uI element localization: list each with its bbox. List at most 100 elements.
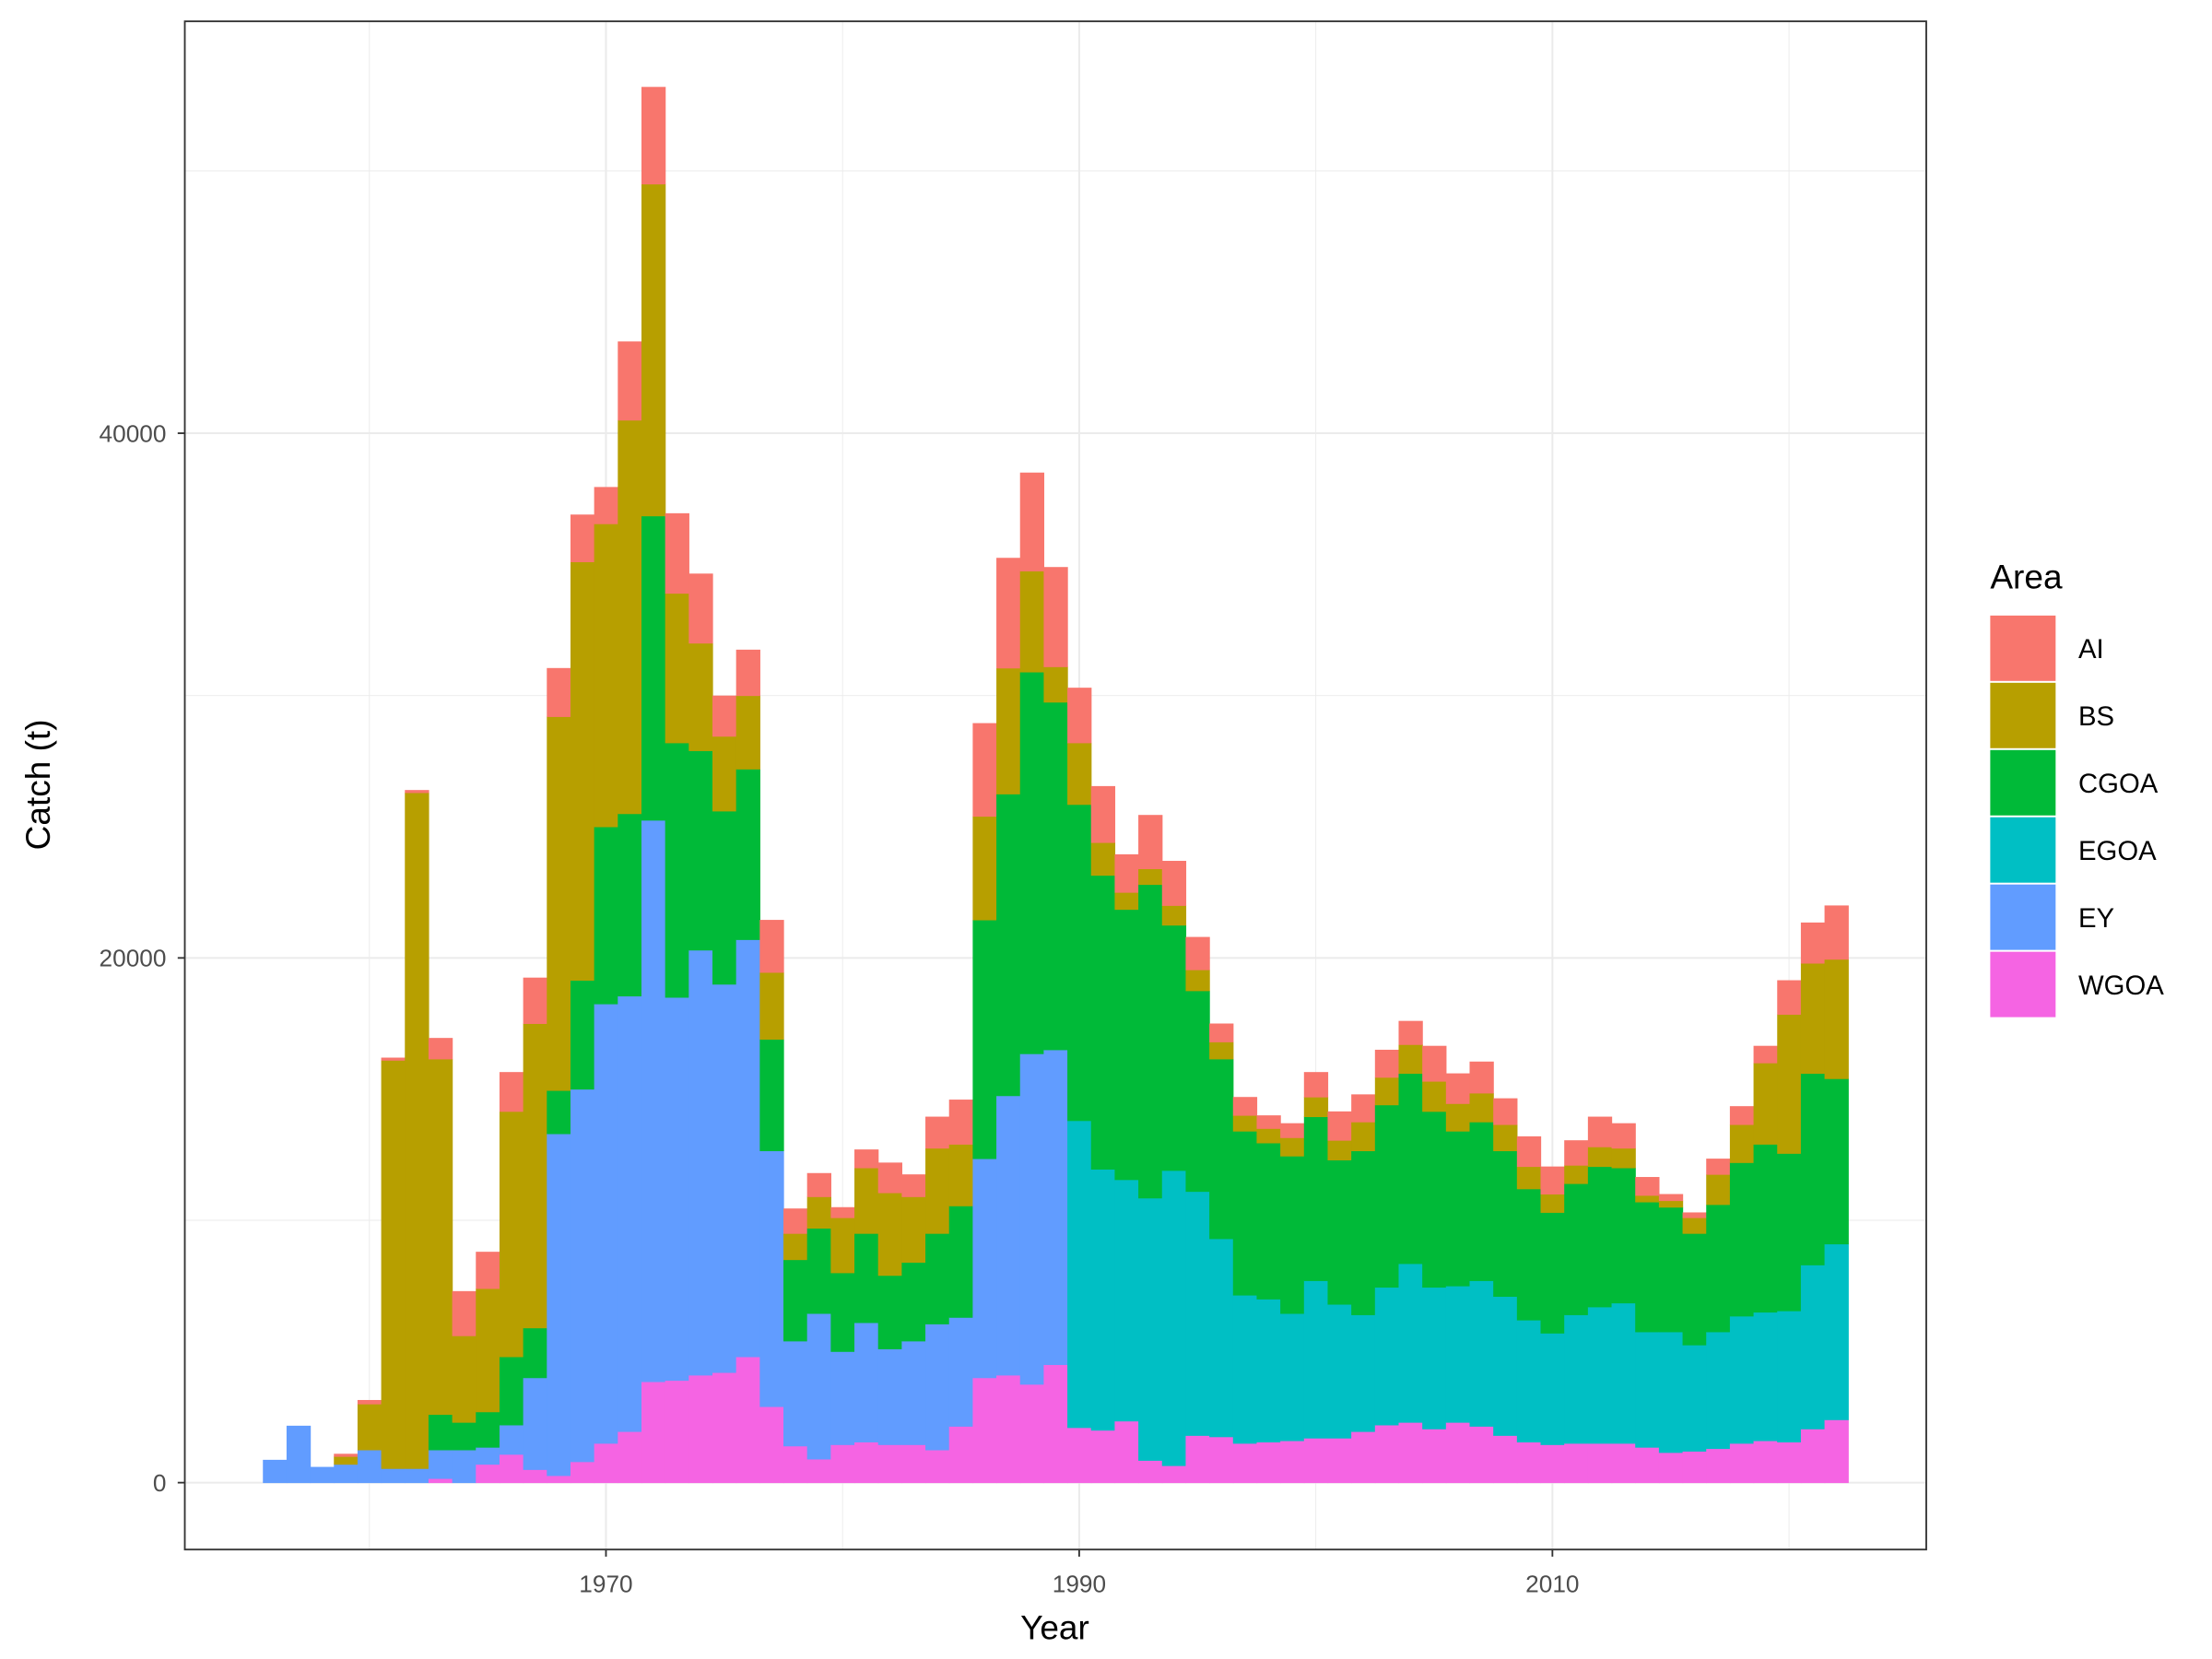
bar-wgoa-1992 bbox=[1114, 1420, 1139, 1484]
bar-ai-1966 bbox=[499, 1072, 524, 1112]
bar-ey-1976 bbox=[735, 939, 760, 1358]
bar-ey-1975 bbox=[712, 983, 737, 1373]
bar-bs-1974 bbox=[688, 642, 713, 751]
legend: Area AI BS CGOA EGOA EY WGOA bbox=[1990, 558, 2164, 1018]
bar-cgoa-1987 bbox=[996, 794, 1021, 1097]
legend-key-bs bbox=[1990, 682, 2056, 748]
bar-bs-1987 bbox=[996, 667, 1021, 794]
bar-ai-1968 bbox=[547, 667, 571, 717]
bar-wgoa-1999 bbox=[1280, 1441, 1305, 1484]
bar-cgoa-2020 bbox=[1777, 1153, 1802, 1312]
bar-cgoa-2021 bbox=[1800, 1073, 1826, 1265]
bar-ai-1978 bbox=[783, 1208, 808, 1234]
legend-label-ai: AI bbox=[2078, 634, 2104, 665]
bar-ai-2014 bbox=[1635, 1177, 1660, 1196]
bar-egoa-1992 bbox=[1114, 1179, 1139, 1422]
bar-bs-2005 bbox=[1422, 1081, 1447, 1112]
bar-cgoa-2015 bbox=[1658, 1206, 1684, 1333]
bar-bs-2020 bbox=[1777, 1014, 1802, 1154]
bar-cgoa-1976 bbox=[735, 769, 760, 940]
bar-ai-2001 bbox=[1327, 1111, 1352, 1141]
bar-cgoa-1991 bbox=[1090, 875, 1116, 1170]
bar-wgoa-2001 bbox=[1327, 1438, 1352, 1484]
bar-ey-1983 bbox=[901, 1340, 926, 1445]
bar-ai-1985 bbox=[948, 1100, 974, 1145]
bar-wgoa-2000 bbox=[1303, 1438, 1329, 1484]
bar-ey-1962 bbox=[405, 1468, 429, 1484]
bars bbox=[263, 87, 1849, 1484]
bar-egoa-2009 bbox=[1516, 1320, 1542, 1442]
bar-ey-1986 bbox=[972, 1159, 997, 1379]
bar-wgoa-1965 bbox=[476, 1464, 500, 1484]
bar-bs-2011 bbox=[1564, 1165, 1589, 1184]
bar-wgoa-1972 bbox=[641, 1382, 666, 1484]
bar-wgoa-1985 bbox=[948, 1426, 974, 1484]
bar-cgoa-1966 bbox=[499, 1357, 524, 1426]
bar-wgoa-1991 bbox=[1090, 1430, 1116, 1484]
bar-ai-1997 bbox=[1232, 1097, 1258, 1116]
bar-ey-1968 bbox=[547, 1134, 571, 1477]
bar-cgoa-2006 bbox=[1445, 1131, 1471, 1287]
bar-cgoa-2017 bbox=[1706, 1204, 1731, 1333]
bar-bs-1983 bbox=[901, 1196, 926, 1264]
bar-bs-1965 bbox=[476, 1288, 500, 1413]
bar-ai-1996 bbox=[1209, 1023, 1234, 1042]
bar-bs-1999 bbox=[1280, 1137, 1305, 1157]
bar-bs-1968 bbox=[547, 716, 571, 1091]
bar-wgoa-2017 bbox=[1706, 1448, 1731, 1484]
bar-ey-1965 bbox=[476, 1447, 500, 1465]
bar-cgoa-2002 bbox=[1351, 1150, 1376, 1315]
bar-wgoa-2014 bbox=[1635, 1447, 1660, 1484]
bar-ai-1992 bbox=[1114, 853, 1139, 893]
bar-bs-1995 bbox=[1185, 970, 1210, 992]
bar-cgoa-2000 bbox=[1303, 1116, 1329, 1281]
bar-bs-1972 bbox=[641, 183, 666, 517]
bar-egoa-1998 bbox=[1256, 1299, 1281, 1442]
bar-wgoa-2011 bbox=[1564, 1442, 1589, 1484]
bar-wgoa-1995 bbox=[1185, 1435, 1210, 1484]
bar-egoa-2021 bbox=[1800, 1265, 1826, 1430]
legend-label-ey: EY bbox=[2078, 903, 2114, 934]
bar-bs-1997 bbox=[1232, 1115, 1258, 1132]
bar-ai-1983 bbox=[901, 1174, 926, 1197]
bar-egoa-2020 bbox=[1777, 1311, 1802, 1442]
bar-wgoa-2022 bbox=[1824, 1419, 1849, 1484]
bar-cgoa-1981 bbox=[854, 1233, 879, 1324]
bar-bs-2015 bbox=[1658, 1200, 1684, 1208]
bar-bs-1991 bbox=[1090, 842, 1116, 877]
bar-wgoa-1970 bbox=[594, 1442, 618, 1484]
bar-wgoa-1977 bbox=[759, 1406, 784, 1484]
bar-egoa-2014 bbox=[1635, 1331, 1660, 1448]
bar-bs-1994 bbox=[1161, 905, 1187, 926]
x-tick-label: 1990 bbox=[1053, 1571, 1106, 1598]
bar-bs-1992 bbox=[1114, 892, 1139, 911]
bar-ey-1988 bbox=[1019, 1053, 1045, 1385]
bar-bs-1975 bbox=[712, 735, 737, 812]
bar-wgoa-1971 bbox=[618, 1431, 642, 1484]
bar-ey-1982 bbox=[877, 1348, 902, 1445]
bar-bs-2018 bbox=[1729, 1124, 1755, 1163]
bar-bs-1984 bbox=[925, 1147, 950, 1234]
bar-cgoa-1984 bbox=[925, 1233, 950, 1324]
bar-ai-2012 bbox=[1587, 1116, 1613, 1147]
bar-bs-2000 bbox=[1303, 1097, 1329, 1118]
bar-ai-1970 bbox=[594, 487, 618, 524]
bar-wgoa-2013 bbox=[1611, 1442, 1636, 1484]
bar-cgoa-1989 bbox=[1043, 701, 1068, 1051]
bar-ey-1977 bbox=[759, 1150, 784, 1407]
bar-egoa-2018 bbox=[1729, 1315, 1755, 1444]
bar-cgoa-2004 bbox=[1398, 1073, 1423, 1265]
bar-cgoa-1980 bbox=[830, 1272, 855, 1352]
bar-cgoa-2014 bbox=[1635, 1202, 1660, 1333]
bar-bs-2012 bbox=[1587, 1147, 1613, 1168]
bar-cgoa-2016 bbox=[1682, 1233, 1707, 1346]
bar-ai-2010 bbox=[1540, 1166, 1565, 1194]
bar-bs-2004 bbox=[1398, 1044, 1423, 1075]
legend-label-cgoa: CGOA bbox=[2078, 769, 2159, 799]
bar-ai-1974 bbox=[688, 573, 713, 644]
bar-egoa-2019 bbox=[1753, 1312, 1778, 1441]
x-axis-title: Year bbox=[1020, 1607, 1089, 1646]
bar-ai-2022 bbox=[1824, 905, 1849, 960]
bar-cgoa-1995 bbox=[1185, 990, 1210, 1193]
bar-ey-1978 bbox=[783, 1340, 808, 1447]
